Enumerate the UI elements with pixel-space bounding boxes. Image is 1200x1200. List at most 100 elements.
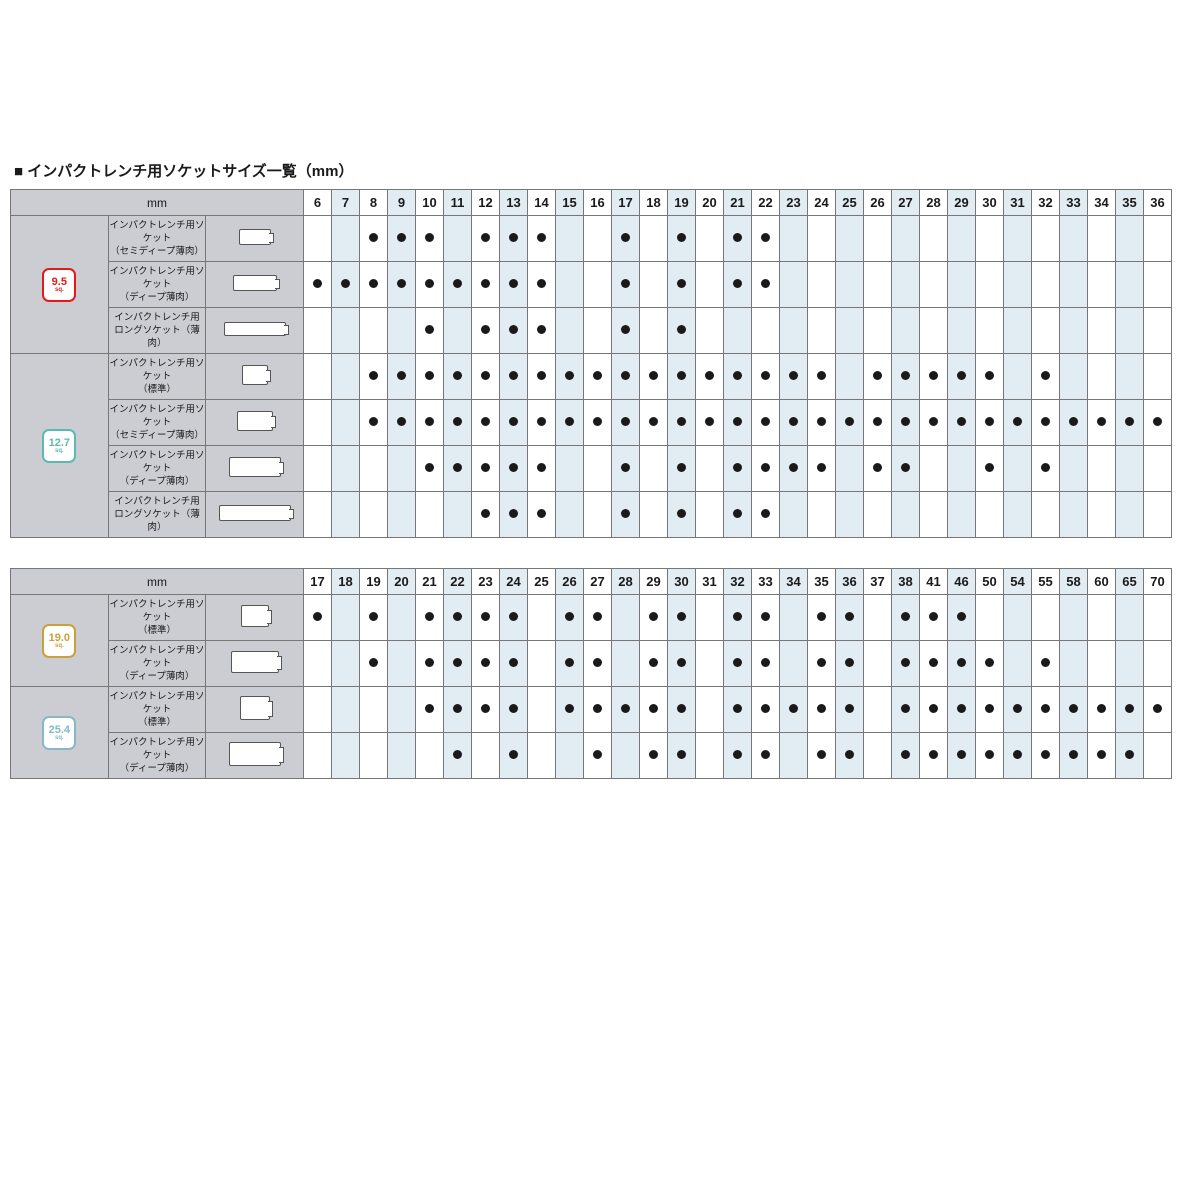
size-cell (864, 216, 892, 262)
size-cell (836, 446, 864, 492)
size-cell (976, 354, 1004, 400)
size-cell (1004, 308, 1032, 354)
size-cell (528, 262, 556, 308)
dot-marker (957, 371, 966, 380)
size-cell (668, 216, 696, 262)
size-cell (836, 308, 864, 354)
size-cell (444, 400, 472, 446)
size-cell (556, 595, 584, 641)
dot-marker (733, 509, 742, 518)
size-header: 34 (780, 569, 808, 595)
dot-marker (453, 612, 462, 621)
dot-marker (425, 612, 434, 621)
size-cell (752, 446, 780, 492)
dot-marker (901, 704, 910, 713)
size-cell (528, 400, 556, 446)
size-cell (388, 492, 416, 538)
size-cell (752, 400, 780, 446)
size-cell (528, 733, 556, 779)
size-cell (1088, 446, 1116, 492)
size-cell (920, 733, 948, 779)
size-cell (416, 262, 444, 308)
size-cell (388, 262, 416, 308)
size-cell (556, 492, 584, 538)
size-cell (948, 216, 976, 262)
dot-marker (509, 509, 518, 518)
dot-marker (929, 371, 938, 380)
size-header: 17 (612, 190, 640, 216)
size-cell (304, 400, 332, 446)
size-cell (780, 400, 808, 446)
dot-marker (425, 233, 434, 242)
size-cell (556, 446, 584, 492)
size-header: 8 (360, 190, 388, 216)
size-cell (612, 446, 640, 492)
size-cell (808, 216, 836, 262)
size-cell (1116, 446, 1144, 492)
size-cell (752, 733, 780, 779)
size-cell (752, 308, 780, 354)
size-cell (612, 216, 640, 262)
socket-icon (224, 322, 286, 336)
size-cell (528, 216, 556, 262)
size-cell (640, 595, 668, 641)
size-header: 29 (640, 569, 668, 595)
drive-unit: sq. (55, 643, 64, 649)
dot-marker (593, 612, 602, 621)
size-cell (948, 446, 976, 492)
data-row: 12.7 sq. インパクトレンチ用ソケット（標準） (11, 354, 1172, 400)
size-cell (528, 308, 556, 354)
dot-marker (481, 612, 490, 621)
dot-marker (481, 658, 490, 667)
socket-icon (239, 229, 271, 245)
dot-marker (985, 750, 994, 759)
size-cell (724, 446, 752, 492)
size-header: 7 (332, 190, 360, 216)
row-label: インパクトレンチ用ソケット（標準） (108, 687, 206, 733)
size-cell (724, 308, 752, 354)
size-cell (1144, 262, 1172, 308)
size-cell (920, 446, 948, 492)
size-cell (1032, 216, 1060, 262)
size-cell (472, 400, 500, 446)
size-cell (388, 308, 416, 354)
size-cell (752, 492, 780, 538)
size-header: 46 (948, 569, 976, 595)
size-cell (1060, 492, 1088, 538)
size-cell (1032, 492, 1060, 538)
size-cell (976, 595, 1004, 641)
dot-marker (453, 704, 462, 713)
size-header: 17 (304, 569, 332, 595)
size-header: 26 (864, 190, 892, 216)
size-cell (976, 492, 1004, 538)
size-cell (640, 262, 668, 308)
size-cell (444, 216, 472, 262)
size-cell (948, 308, 976, 354)
dot-marker (761, 509, 770, 518)
size-cell (976, 262, 1004, 308)
dot-marker (1041, 704, 1050, 713)
size-cell (416, 400, 444, 446)
size-cell (1060, 354, 1088, 400)
size-cell (836, 400, 864, 446)
size-cell (892, 216, 920, 262)
size-cell (920, 492, 948, 538)
dot-marker (453, 279, 462, 288)
size-header: 41 (920, 569, 948, 595)
size-cell (444, 354, 472, 400)
size-cell (696, 733, 724, 779)
size-cell (416, 641, 444, 687)
size-cell (1144, 216, 1172, 262)
dot-marker (425, 417, 434, 426)
dot-marker (733, 658, 742, 667)
size-cell (808, 446, 836, 492)
dot-marker (509, 233, 518, 242)
size-cell (584, 262, 612, 308)
dot-marker (1013, 750, 1022, 759)
size-cell (808, 400, 836, 446)
size-cell (1116, 308, 1144, 354)
drive-badge-cell: 9.5 sq. (11, 216, 109, 354)
dot-marker (901, 463, 910, 472)
size-header: 10 (416, 190, 444, 216)
size-header: 27 (584, 569, 612, 595)
